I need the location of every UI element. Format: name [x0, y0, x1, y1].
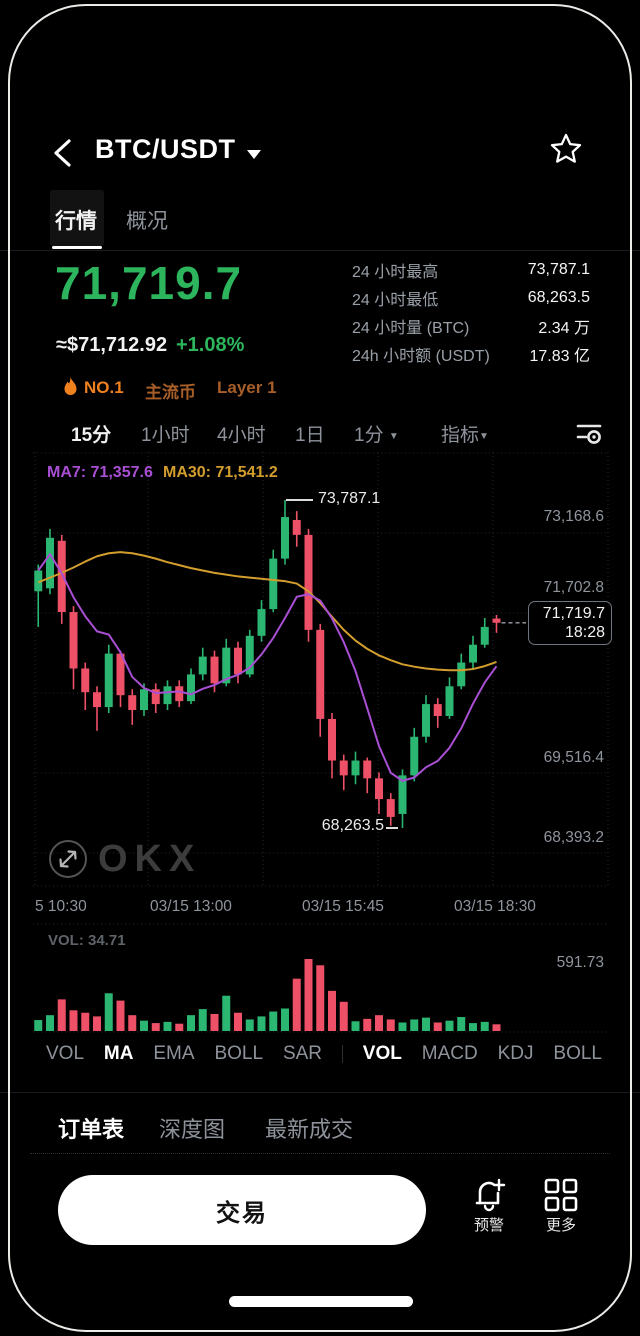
tab-latest-trades[interactable]: 最新成交	[265, 1117, 354, 1142]
timeframe-4h[interactable]: 4小时	[217, 425, 266, 446]
stat-value: 2.34 万	[538, 320, 590, 337]
price-alert-bell-icon[interactable]	[470, 1176, 508, 1214]
stat-value: 68,263.5	[527, 289, 590, 306]
more-grid-icon[interactable]	[543, 1177, 579, 1213]
high-annotation: 73,787.1	[318, 490, 381, 507]
y-axis-label: 73,168.6	[543, 508, 604, 525]
tab-overview[interactable]: 概况	[126, 210, 168, 233]
indicator-kdj[interactable]: KDJ	[497, 1043, 534, 1064]
chevron-down-icon: ▼	[388, 431, 399, 442]
tag-price: 71,719.7	[542, 605, 605, 622]
tab-quotes[interactable]: 行情	[55, 210, 97, 233]
chart-settings-icon[interactable]	[576, 418, 602, 446]
volume-current-label: VOL: 34.71	[48, 932, 126, 949]
fullscreen-expand-icon[interactable]	[48, 839, 88, 879]
x-axis-label: 03/15 13:00	[150, 898, 232, 915]
last-price-tag: 71,719.7 18:28	[528, 601, 612, 645]
tab-depth-chart[interactable]: 深度图	[159, 1117, 226, 1142]
timeframe-custom-dropdown[interactable]: 1分 ▼	[354, 425, 399, 446]
y-axis-label: 71,702.8	[543, 579, 604, 596]
ma30-label: MA30: 71,541.2	[163, 464, 278, 481]
y-axis-label: 68,393.2	[543, 829, 604, 846]
stat-label: 24 小时量 (BTC)	[352, 320, 470, 337]
x-axis-label: 03/15 15:45	[302, 898, 384, 915]
timeframe-15m[interactable]: 15分	[71, 425, 112, 446]
dotted-divider	[30, 1153, 610, 1154]
indicator-boll-main[interactable]: BOLL	[214, 1043, 264, 1064]
indicator-macd[interactable]: MACD	[421, 1043, 478, 1064]
fiat-price: ≈$71,712.92	[56, 334, 168, 356]
home-indicator	[229, 1296, 413, 1307]
ma7-label: MA7: 71,357.6	[47, 464, 153, 481]
price-change: +1.08%	[176, 334, 245, 356]
indicator-vol-sub[interactable]: VOL	[362, 1043, 402, 1064]
x-axis-label: 03/15 18:30	[454, 898, 536, 915]
rank-badge[interactable]: NO.1	[84, 378, 124, 397]
trade-button[interactable]: 交易	[58, 1175, 426, 1245]
indicator-ma[interactable]: MA	[103, 1043, 134, 1064]
low-annotation: 68,263.5	[321, 817, 384, 834]
indicator-tab-row: VOL MA EMA BOLL SAR VOL MACD KDJ BOLL	[46, 1043, 602, 1065]
section-divider	[0, 1092, 640, 1093]
layer-badge[interactable]: Layer 1	[217, 378, 277, 397]
timeframe-1d[interactable]: 1日	[295, 425, 325, 446]
volume-max-label: 591.73	[556, 954, 604, 971]
timeframe-1h[interactable]: 1小时	[141, 425, 190, 446]
x-axis-label: 5 10:30	[35, 898, 87, 915]
favorite-star-icon[interactable]	[549, 132, 583, 166]
indicator-vol-main[interactable]: VOL	[46, 1043, 85, 1064]
okx-watermark: OKX	[98, 838, 202, 880]
tag-time: 18:28	[564, 624, 605, 641]
stat-value: 17.83 亿	[529, 348, 591, 365]
indicator-boll-sub[interactable]: BOLL	[553, 1043, 602, 1064]
indicator-sar[interactable]: SAR	[282, 1043, 323, 1064]
tab-order-book[interactable]: 订单表	[58, 1117, 125, 1142]
indicator-ema[interactable]: EMA	[153, 1043, 195, 1064]
chevron-down-icon: ▼	[479, 431, 489, 442]
y-axis-label: 69,516.4	[543, 749, 604, 766]
stat-label: 24 小时最高	[352, 264, 439, 281]
indicator-group-divider	[341, 1045, 343, 1063]
back-icon[interactable]	[52, 138, 74, 168]
stat-row: 24h 小时额 (USDT) 17.83 亿	[352, 340, 590, 368]
tab-underline	[52, 246, 102, 249]
category-badge[interactable]: 主流币	[145, 383, 196, 402]
stat-label: 24 小时最低	[352, 292, 439, 309]
header-divider	[0, 250, 640, 251]
stats-panel: 24 小时最高 73,787.1 24 小时最低 68,263.5 24 小时量 (…	[352, 256, 590, 368]
flame-icon	[64, 377, 77, 395]
pair-title[interactable]: BTC/USDT	[95, 134, 236, 164]
stat-row: 24 小时最低 68,263.5	[352, 284, 590, 312]
stat-value: 73,787.1	[527, 261, 590, 278]
last-price: 71,719.7	[55, 257, 243, 309]
tab-quotes-highlight	[50, 190, 104, 246]
alert-label[interactable]: 预警	[473, 1217, 504, 1234]
stat-row: 24 小时量 (BTC) 2.34 万	[352, 312, 590, 340]
stat-row: 24 小时最高 73,787.1	[352, 256, 590, 284]
indicator-dropdown[interactable]: 指标▼	[441, 425, 489, 446]
pair-dropdown-icon[interactable]	[245, 147, 263, 161]
more-label[interactable]: 更多	[545, 1217, 576, 1234]
stat-label: 24h 小时额 (USDT)	[352, 348, 490, 365]
